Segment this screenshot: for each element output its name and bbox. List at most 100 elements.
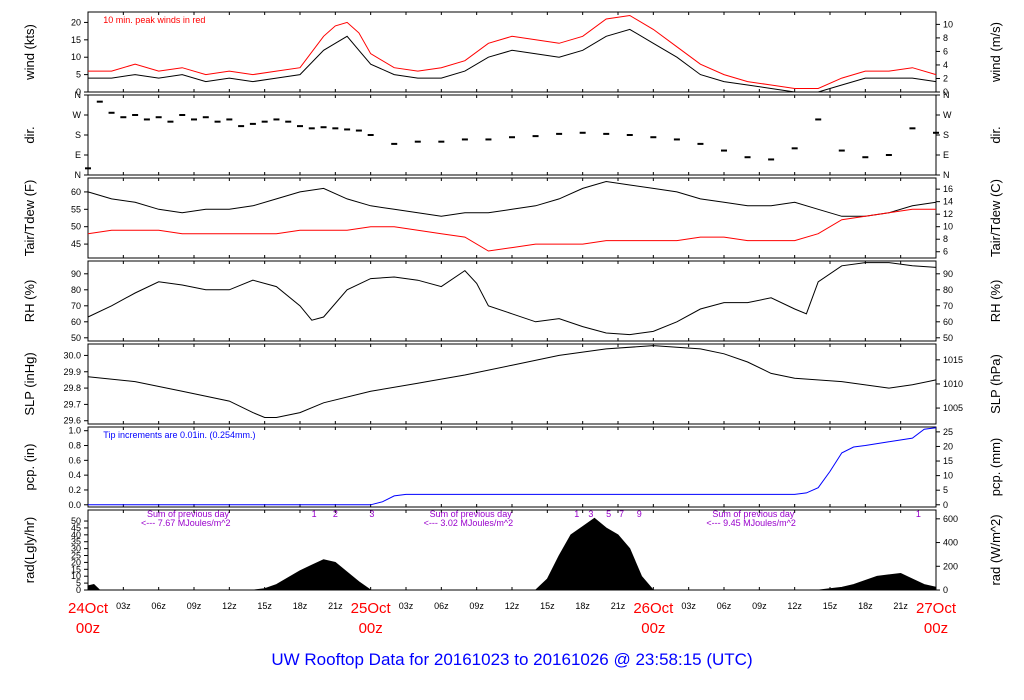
tip-marker: 9 — [637, 509, 642, 519]
hour-label: 12z — [222, 601, 237, 611]
tick-label-left: 29.7 — [63, 399, 81, 409]
day-hour-label: 00z — [641, 620, 665, 637]
tick-label-left: 40 — [71, 530, 81, 540]
dir-point — [179, 114, 186, 116]
dir-point — [249, 122, 256, 125]
tick-label-left: 45 — [71, 239, 81, 249]
hour-label: 18z — [575, 601, 590, 611]
tick-label-left: 50 — [71, 222, 81, 232]
tick-label-left: 10 — [71, 52, 81, 62]
tick-label-left: 10 — [71, 571, 81, 581]
tick-label-left: 5 — [76, 578, 81, 588]
rad-legend-label: <--- 9.45 MJoules/m^2 — [706, 518, 796, 528]
dir-point — [532, 135, 539, 138]
tick-label-left: 1.0 — [68, 426, 81, 436]
tick-label-right: 400 — [943, 538, 958, 548]
day-label: 25Oct — [351, 600, 392, 617]
tick-label-left: 0.2 — [68, 485, 81, 495]
tick-label-left: 5 — [76, 70, 81, 80]
hour-label: 06z — [151, 601, 166, 611]
tick-label-right: 15 — [943, 456, 953, 466]
dir-point — [509, 136, 515, 139]
tick-label-right: 0 — [943, 500, 948, 510]
ylabel-left: Tair/Tdew (F) — [22, 180, 37, 257]
tick-label-right: 10 — [943, 19, 953, 29]
panel-wind: wind (kts) wind (m/s) 0 5 10 15 20 0 2 4 6 8 10 10 mi… — [22, 11, 1003, 97]
dir-point — [485, 138, 492, 141]
tip-marker: 2 — [333, 509, 338, 519]
tick-label-right: 6 — [943, 46, 948, 56]
dir-point — [391, 142, 398, 145]
hour-label: 15z — [257, 601, 272, 611]
ylabel-left: SLP (inHg) — [22, 352, 37, 415]
dir-point — [885, 154, 892, 156]
dir-point — [344, 128, 351, 131]
series-Tair — [87, 180, 937, 217]
dir-point — [285, 120, 292, 123]
tick-label-right: N — [943, 90, 950, 100]
hour-label: 09z — [187, 601, 202, 611]
tick-label-left: 80 — [71, 285, 81, 295]
day-label: 24Oct — [68, 600, 109, 617]
dir-point — [355, 129, 362, 132]
tick-label-right: 10 — [943, 222, 953, 232]
ylabel-right: rad (W/m^2) — [988, 514, 1003, 585]
tick-label-right: 90 — [943, 269, 953, 279]
dir-point — [320, 126, 327, 129]
hour-label: 21z — [893, 601, 908, 611]
tick-label-left: 0 — [76, 87, 81, 97]
tick-label-left: N — [75, 90, 82, 100]
hour-label: 06z — [434, 601, 449, 611]
panel-annotation: 10 min. peak winds in red — [103, 15, 205, 25]
panel-rad: rad(Lgly/hr) rad (W/m^2)05101520253035404… — [22, 509, 1003, 595]
hour-label: 12z — [787, 601, 802, 611]
tick-label-right: 12 — [943, 209, 953, 219]
tick-label-left: 70 — [71, 301, 81, 311]
dir-point — [297, 125, 303, 128]
panel-pcp: pcp. (in) pcp. (mm) 0.0 0.2 0.4 0.6 0.8 1.0 0 5 10… — [22, 426, 1003, 510]
tick-label-left: 15 — [71, 35, 81, 45]
tick-label-left: 30 — [71, 544, 81, 554]
dir-point — [414, 140, 421, 143]
ylabel-left: RH (%) — [22, 280, 37, 323]
tick-label-left: E — [75, 150, 81, 160]
tip-marker: 3 — [369, 509, 374, 519]
dir-point — [167, 120, 174, 123]
panel-annotation: Tip increments are 0.01in. (0.254mm.) — [103, 430, 255, 440]
tick-label-left: 15 — [71, 564, 81, 574]
tick-label-right: 1005 — [943, 403, 963, 413]
dir-point — [143, 118, 150, 121]
hour-label: 21z — [328, 601, 343, 611]
dir-point — [461, 138, 468, 141]
panel-frame — [87, 177, 937, 259]
tick-label-right: 8 — [943, 33, 948, 43]
day-hour-label: 00z — [76, 620, 100, 637]
day-hour-label: 00z — [359, 620, 383, 637]
hour-label: 03z — [399, 601, 414, 611]
hour-label: 03z — [681, 601, 696, 611]
tick-label-left: 60 — [71, 317, 81, 327]
tick-label-left: 20 — [71, 17, 81, 27]
tick-label-right: N — [943, 170, 950, 180]
dir-point — [214, 120, 221, 123]
rad-legend-label: <--- 7.67 MJoules/m^2 — [141, 518, 231, 528]
chart-title: UW Rooftop Data for 20161023 to 20161026… — [271, 650, 753, 669]
tick-label-right: 600 — [943, 514, 958, 524]
tick-label-right: 2 — [943, 73, 948, 83]
tick-label-right: 70 — [943, 301, 953, 311]
tick-label-left: 30.0 — [63, 350, 81, 360]
tick-label-left: 45 — [71, 523, 81, 533]
series-radiation — [87, 517, 937, 591]
panel-rh: RH (%) RH (%) 50 60 70 80 90 50 60 70 80 90 — [22, 260, 1003, 343]
tick-label-right: 14 — [943, 197, 953, 207]
dir-point — [933, 131, 939, 134]
dir-point — [556, 132, 563, 135]
tick-label-left: W — [73, 110, 82, 120]
hour-label: 21z — [611, 601, 626, 611]
dir-point — [579, 131, 586, 134]
tick-label-left: 0.4 — [68, 470, 81, 480]
ylabel-left: wind (kts) — [22, 24, 37, 81]
ylabel-left: dir. — [22, 126, 37, 143]
dir-point — [332, 127, 339, 130]
